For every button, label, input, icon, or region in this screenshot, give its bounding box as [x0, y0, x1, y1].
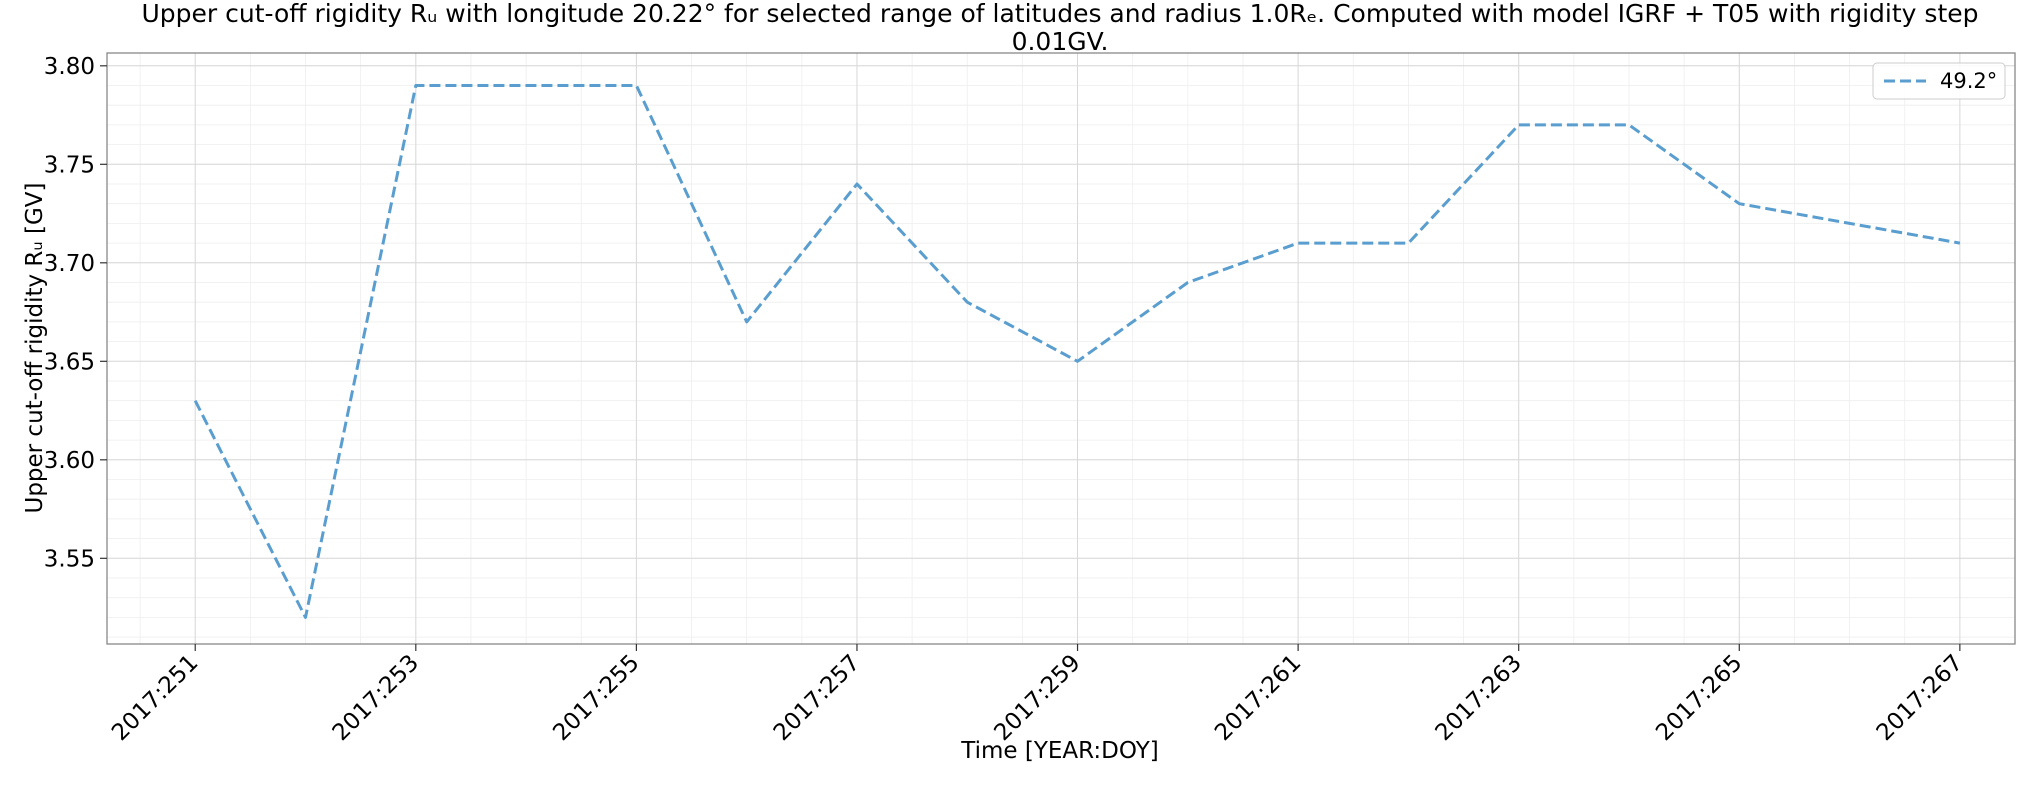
y-tick-label: 3.60 [44, 448, 95, 474]
x-tick-label: 2017:259 [989, 650, 1085, 746]
y-axis-label: Upper cut-off rigidity Rᵤ [GV] [22, 182, 48, 513]
y-tick-label: 3.80 [44, 54, 95, 80]
x-tick-label: 2017:263 [1431, 650, 1527, 746]
legend: 49.2° [1872, 62, 2006, 100]
x-axis-label: Time [YEAR:DOY] [960, 738, 1159, 764]
minor-grid [107, 53, 2016, 644]
x-tick-label: 2017:255 [548, 650, 644, 746]
plot-frame [106, 52, 2016, 645]
x-tick-label: 2017:253 [328, 650, 424, 746]
series-line-49-2 [193, 84, 1961, 619]
y-tick-label: 3.75 [44, 152, 95, 178]
chart-title-line-1: Upper cut-off rigidity Rᵤ with longitude… [141, 0, 1978, 28]
major-grid [107, 53, 2015, 644]
x-tick-label: 2017:251 [107, 650, 203, 746]
y-axis: 3.55 3.60 3.65 3.70 3.75 3.80 [44, 54, 107, 572]
y-tick-label: 3.65 [44, 349, 95, 375]
x-tick-label: 2017:265 [1651, 650, 1747, 746]
y-tick-label: 3.70 [44, 251, 95, 277]
legend-label-49-2: 49.2° [1940, 69, 1997, 93]
x-tick-label: 2017:261 [1210, 650, 1306, 746]
x-tick-label: 2017:257 [769, 650, 865, 746]
series-layer [193, 84, 1961, 619]
chart-title-line-2: 0.01GV. [1012, 27, 1109, 56]
x-tick-label: 2017:267 [1872, 650, 1968, 746]
y-tick-label: 3.55 [44, 546, 95, 572]
x-axis: 2017:251 2017:253 2017:255 2017:257 2017:259… [107, 644, 1968, 746]
legend-box [1872, 62, 2006, 100]
